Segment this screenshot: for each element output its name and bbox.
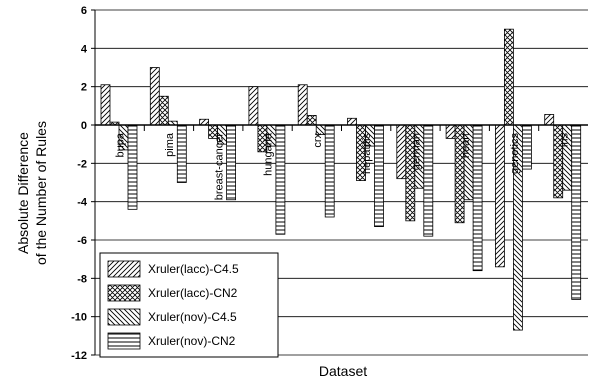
y-tick-label: 2 (81, 82, 87, 94)
legend: Xruler(lacc)-C4.5 Xruler(lacc)-CN2 Xruler(… (99, 252, 279, 358)
bar-iris-series-0 (544, 114, 555, 126)
category-label-hepatitis: hepatitis (361, 133, 373, 174)
x-axis-title: Dataset (319, 363, 367, 379)
bar-heart-series-0 (445, 124, 456, 139)
axes (91, 9, 588, 356)
legend-label: Xruler(nov)-C4.5 (148, 310, 237, 324)
y-axis-title-line-1: Absolute Difference (15, 132, 31, 254)
bar-heart-series-3 (472, 124, 483, 272)
bar-crx-series-3 (324, 124, 335, 218)
y-tick-labels: 6 4 2 0 -2 -4 -6 -8 -10 -12 (71, 5, 88, 362)
legend-swatch (107, 308, 141, 326)
y-tick-label: 6 (81, 5, 87, 17)
y-tick-label: -6 (77, 235, 87, 247)
legend-swatch (107, 284, 141, 302)
bar-pima-series-1 (158, 95, 169, 126)
category-label-iris: iris (558, 133, 570, 148)
category-label-genetics: genetics (509, 133, 521, 174)
y-tick-label: -2 (77, 158, 87, 170)
category-label-breast-cancer: breast-cancer (213, 133, 225, 201)
category-label-pima: pima (164, 132, 176, 157)
bar-hungaria-series-0 (248, 86, 259, 126)
legend-label: Xruler(lacc)-CN2 (148, 286, 238, 300)
bar-german-series-0 (396, 124, 407, 180)
category-label-heart: heart (460, 133, 472, 158)
category-label-german: german (410, 133, 422, 170)
bar-hepatitis-series-0 (347, 117, 357, 126)
legend-label: Xruler(nov)-CN2 (148, 334, 236, 348)
bar-breast-cancer-series-0 (199, 118, 210, 126)
bar-genetics-series-1 (503, 28, 514, 126)
legend-swatch (107, 260, 141, 278)
bar-bupa-series-3 (127, 124, 138, 210)
bar-crx-series-0 (297, 84, 308, 126)
legend-swatch (107, 332, 141, 350)
y-tick-label: -12 (71, 350, 87, 362)
bar-hungaria-series-3 (275, 124, 286, 235)
y-tick-label: -10 (71, 312, 87, 324)
legend-label: Xruler(lacc)-C4.5 (148, 262, 239, 276)
bar-bupa-series-0 (100, 84, 111, 126)
y-tick-label: 4 (81, 43, 88, 55)
category-labels: bupa pima breast-cancer hungaria crx hepatiti… (115, 132, 571, 200)
category-label-hungaria: hungaria (263, 132, 275, 176)
bar-genetics-series-3 (522, 124, 532, 170)
y-tick-label: -8 (77, 273, 87, 285)
bar-crx-series-1 (306, 115, 317, 126)
category-label-crx: crx (312, 133, 324, 148)
bar-pima-series-3 (176, 124, 187, 183)
category-label-bupa: bupa (115, 132, 127, 157)
bar-iris-series-3 (571, 124, 582, 300)
y-axis-title-line-2: of the Number of Rules (33, 121, 49, 265)
y-tick-label: -4 (77, 197, 88, 209)
bar-breast-cancer-series-3 (226, 124, 237, 201)
bar-german-series-3 (423, 124, 434, 237)
bar-genetics-series-0 (494, 124, 505, 268)
bar-hepatitis-series-3 (374, 124, 384, 227)
y-tick-label: 0 (81, 120, 87, 132)
bar-pima-series-0 (149, 67, 160, 126)
